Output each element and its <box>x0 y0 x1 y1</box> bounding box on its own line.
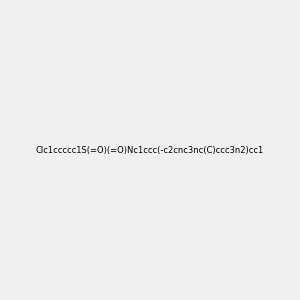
Text: Clc1ccccc1S(=O)(=O)Nc1ccc(-c2cnc3nc(C)ccc3n2)cc1: Clc1ccccc1S(=O)(=O)Nc1ccc(-c2cnc3nc(C)cc… <box>36 146 264 154</box>
